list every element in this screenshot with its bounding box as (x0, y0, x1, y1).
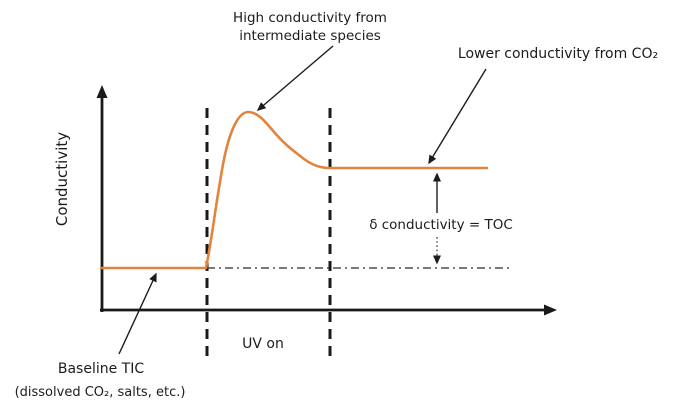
baseline-tic-label-line1: Baseline TIC (58, 361, 144, 377)
y-axis-label: Conductivity (53, 132, 71, 226)
y-axis-arrowhead-icon (96, 85, 108, 98)
baseline-tic-label-line2: (dissolved CO₂, salts, etc.) (15, 385, 186, 400)
lower-conductivity-arrow (428, 68, 487, 165)
x-axis-arrowhead-icon (544, 304, 557, 316)
baseline-tic-arrow (118, 272, 157, 355)
high-conductivity-label-line2: intermediate species (239, 28, 381, 44)
uv-on-label: UV on (242, 336, 284, 352)
conductivity-curve (100, 110, 488, 270)
high-conductivity-label-line1: High conductivity from (233, 10, 387, 26)
delta-conductivity-label: δ conductivity = TOC (369, 217, 513, 233)
lower-conductivity-label: Lower conductivity from CO₂ (458, 46, 658, 62)
high-conductivity-arrow (256, 45, 334, 111)
